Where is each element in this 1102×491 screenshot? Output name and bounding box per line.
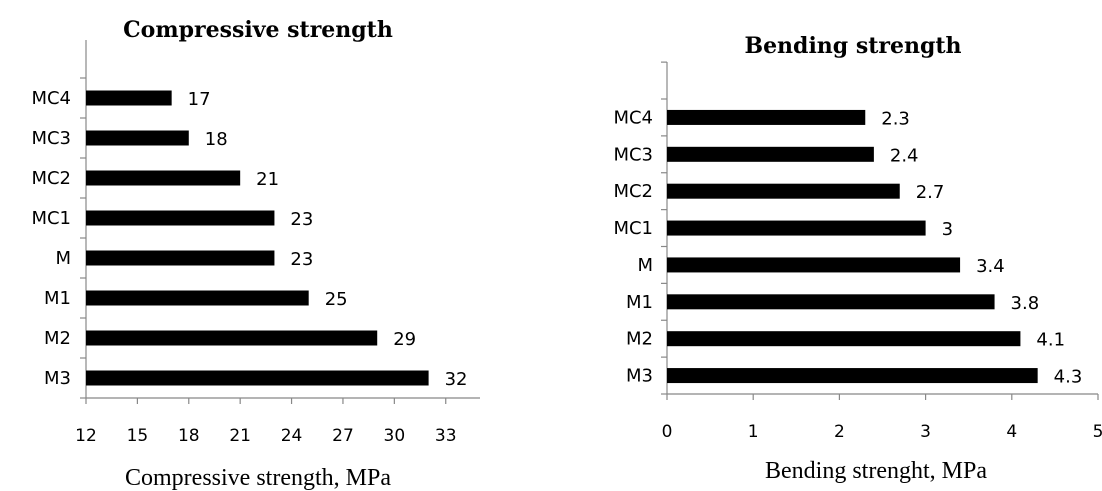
category-label: MC2 (613, 181, 653, 202)
category-label: MC1 (613, 218, 653, 239)
bar (86, 170, 241, 186)
bar (86, 330, 378, 346)
chart-title: Compressive strength (123, 17, 393, 43)
x-tick-label: 1 (748, 422, 759, 442)
bar (667, 331, 1021, 347)
data-label: 17 (188, 89, 211, 110)
x-tick-label: 33 (435, 426, 457, 446)
x-tick-label: 0 (662, 422, 673, 442)
bar (667, 220, 926, 236)
x-tick-label: 3 (920, 422, 931, 442)
chart-title: Bending strength (744, 33, 961, 59)
compressive-strength-chart: Compressive strength Compressive strengt… (31, 17, 480, 491)
bar (667, 294, 995, 310)
category-label: MC4 (613, 107, 653, 128)
x-tick-label: 4 (1006, 422, 1017, 442)
data-label: 3 (942, 219, 953, 240)
x-axis-title: Bending strenght, MPa (765, 458, 987, 484)
bar (86, 370, 429, 386)
data-label: 21 (256, 169, 279, 190)
category-label: MC2 (31, 168, 71, 189)
data-label: 23 (290, 209, 313, 230)
category-label: M1 (626, 292, 653, 313)
x-tick-label: 18 (178, 426, 200, 446)
data-label: 4.3 (1054, 367, 1083, 388)
category-label: M3 (44, 368, 71, 389)
bar (86, 130, 189, 146)
plot-layer: 12 15 18 21 24 27 30 33 M3 32 M2 29 M1 25 M 23 MC1 23 MC2 2… (31, 40, 480, 446)
category-label: MC3 (613, 144, 653, 165)
x-tick-label: 12 (75, 426, 97, 446)
bar (86, 250, 275, 266)
bar (86, 290, 309, 306)
data-label: 2.3 (881, 108, 910, 129)
plot-layer: 0 1 2 3 4 5 M3 4.3 M2 4.1 M1 3.8 M 3.4 MC1 3 MC2 2.7 MC3 2.… (613, 61, 1102, 442)
data-label: 29 (393, 329, 416, 350)
x-tick-label: 21 (229, 426, 251, 446)
data-label: 2.7 (916, 182, 945, 203)
bar (86, 90, 172, 106)
x-tick-label: 5 (1093, 422, 1102, 442)
data-label: 18 (205, 129, 228, 150)
category-label: M2 (626, 329, 653, 350)
category-label: M (637, 255, 653, 276)
data-label: 3.8 (1011, 293, 1040, 314)
bar (667, 109, 866, 125)
category-label: M3 (626, 366, 653, 387)
data-label: 25 (325, 289, 348, 310)
data-label: 4.1 (1036, 330, 1065, 351)
category-label: M1 (44, 288, 71, 309)
data-label: 3.4 (976, 256, 1005, 277)
bar (667, 257, 961, 273)
x-tick-label: 15 (127, 426, 149, 446)
x-tick-label: 27 (332, 426, 354, 446)
category-label: M (55, 248, 71, 269)
category-label: MC3 (31, 128, 71, 149)
x-axis-title: Compressive strength, MPa (125, 465, 391, 491)
x-tick-label: 2 (834, 422, 845, 442)
x-tick-label: 30 (384, 426, 406, 446)
bar (667, 146, 874, 162)
category-label: M2 (44, 328, 71, 349)
data-label: 2.4 (890, 145, 919, 166)
category-label: MC1 (31, 208, 71, 229)
data-label: 32 (445, 369, 468, 390)
bar (667, 368, 1038, 384)
data-label: 23 (290, 249, 313, 270)
bar (86, 210, 275, 226)
category-label: MC4 (31, 88, 71, 109)
bar (667, 183, 900, 199)
x-tick-label: 24 (281, 426, 303, 446)
bending-strength-chart: Bending strength Bending strenght, MPa 0… (613, 33, 1102, 484)
